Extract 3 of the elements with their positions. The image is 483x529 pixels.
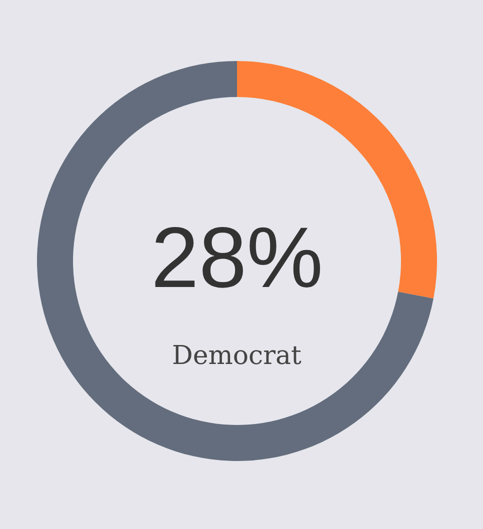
text: Democrat <box>172 341 302 371</box>
data-label: 28% <box>151 210 324 306</box>
donut-slice <box>37 61 434 461</box>
